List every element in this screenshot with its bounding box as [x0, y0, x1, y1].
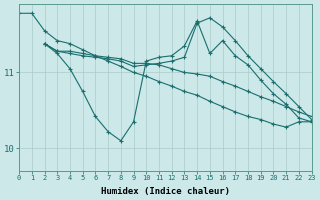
X-axis label: Humidex (Indice chaleur): Humidex (Indice chaleur) [101, 187, 230, 196]
